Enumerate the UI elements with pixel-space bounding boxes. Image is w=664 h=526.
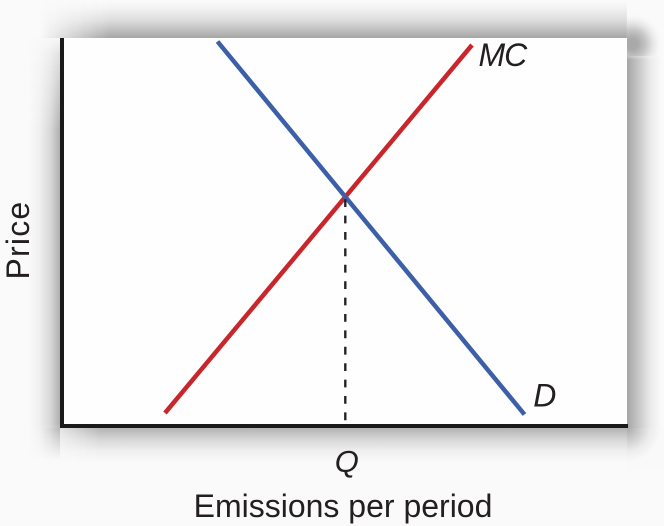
svg-text:Q: Q [335,444,359,479]
svg-text:Emissions per period: Emissions per period [194,488,493,524]
svg-text:Price: Price [0,201,36,280]
svg-text:D: D [533,378,556,414]
svg-text:MC: MC [479,37,529,73]
